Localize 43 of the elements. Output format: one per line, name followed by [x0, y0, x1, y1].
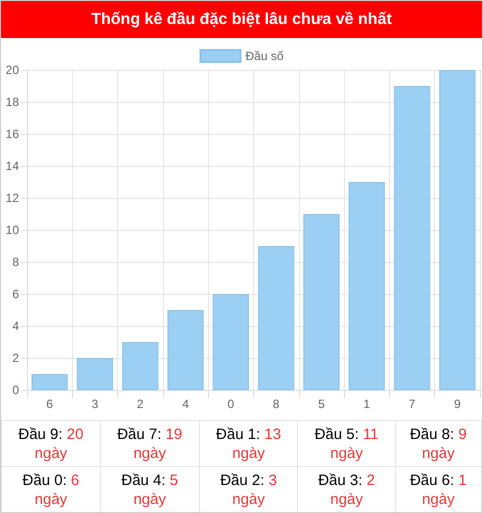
x-tick-label: 1 — [363, 397, 370, 411]
x-tick-label: 2 — [136, 397, 144, 411]
x-tick-label: 8 — [272, 397, 280, 411]
bar — [348, 182, 385, 390]
x-tick-label: 9 — [454, 397, 462, 411]
x-tick-label: 5 — [318, 397, 326, 411]
x-tick-label: 0 — [228, 397, 235, 411]
y-tick-label: 6 — [12, 287, 20, 301]
text: Đầu 3: 2 ngày — [318, 472, 375, 508]
bar — [439, 70, 476, 390]
y-tick-label: 16 — [6, 127, 20, 141]
bar — [76, 358, 114, 390]
x-tick-label: 4 — [182, 397, 190, 411]
y-tick-label: 8 — [12, 255, 20, 269]
bar — [258, 246, 294, 390]
text: Đầu 0: 6 ngày — [22, 472, 80, 508]
y-tick-label: 10 — [6, 223, 20, 237]
y-tick-label: 20 — [6, 63, 20, 77]
x-tick-label: 6 — [46, 397, 54, 411]
y-tick-label: 14 — [6, 159, 20, 173]
y-tick-label: 0 — [12, 383, 20, 397]
y-tick-label: 12 — [6, 191, 20, 205]
x-tick-label: 7 — [408, 397, 416, 411]
bar — [394, 86, 430, 390]
bar — [167, 310, 204, 390]
chart-title: Thống kê đầu đặc biệt lâu chưa về nhất — [1, 1, 482, 38]
text: Đầu 1: 13 ngày — [216, 426, 282, 462]
x-tick-label: 3 — [92, 397, 99, 411]
y-tick-label: 18 — [6, 95, 20, 109]
bar — [122, 342, 158, 390]
text: Đầu 4: 5 ngày — [121, 472, 178, 508]
text: Đầu 9: 20 ngày — [18, 426, 84, 462]
text: Đầu 7: 19 ngày — [117, 426, 182, 462]
bar — [212, 294, 249, 390]
legend-label: Đầu số — [245, 49, 284, 63]
bar — [303, 214, 340, 390]
text: Đầu 8: 9 ngày — [410, 426, 467, 462]
text: Đầu 5: 11 ngày — [314, 426, 379, 462]
bar — [32, 374, 68, 390]
y-tick-label: 4 — [12, 319, 20, 333]
y-tick-label: 2 — [12, 351, 20, 365]
text: Đầu 2: 3 ngày — [220, 472, 277, 508]
text: Đầu 6: 1 ngày — [410, 472, 467, 508]
